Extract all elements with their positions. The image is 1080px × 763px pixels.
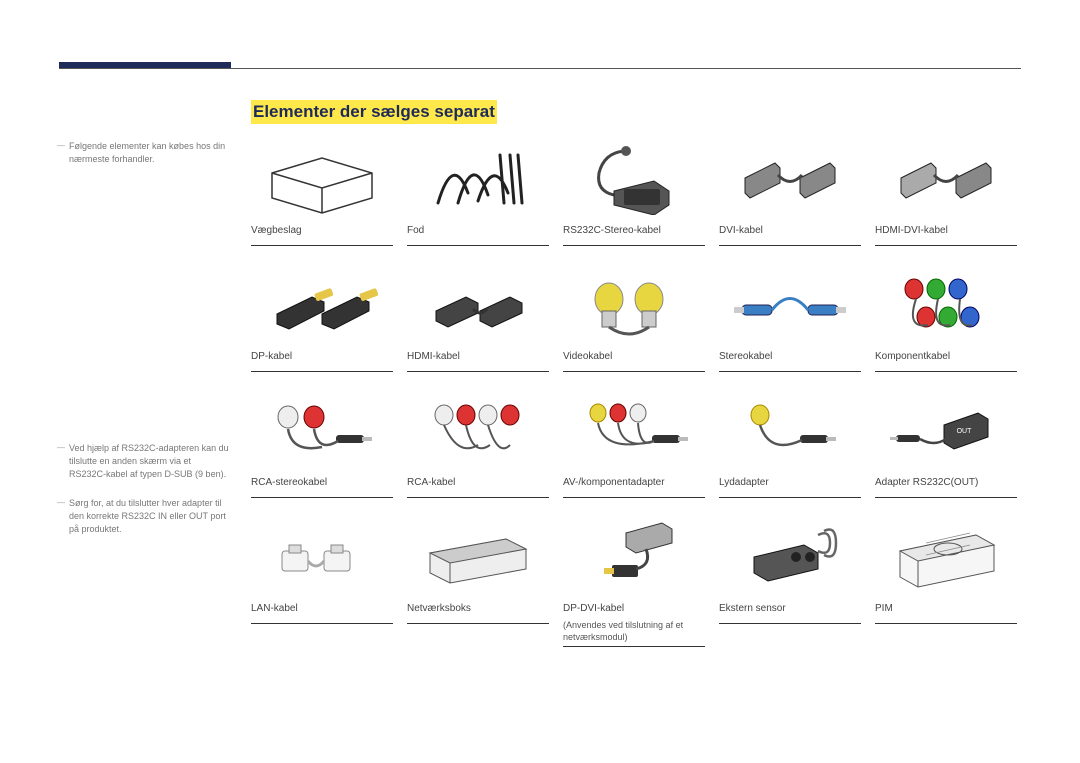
item-label: DVI-kabel <box>719 224 861 242</box>
item-sublabel: (Anvendes ved tilslutning af et netværks… <box>563 620 705 643</box>
grid-cell: Vægbeslag <box>251 140 393 246</box>
item-label: RCA-kabel <box>407 476 549 494</box>
item-label: Ekstern sensor <box>719 602 861 620</box>
component-icon <box>875 266 1017 344</box>
grid-cell: Komponentkabel <box>875 266 1017 372</box>
lan-icon <box>251 518 393 596</box>
item-label: Stereokabel <box>719 350 861 368</box>
cell-divider <box>251 497 393 498</box>
grid-row: Vægbeslag Fod RS232C-Stereo-kabel DVI-kabel… <box>251 140 1021 246</box>
rs232c-icon <box>563 140 705 218</box>
header-divider <box>59 68 1021 69</box>
sidebar-notes: Følgende elementer kan købes hos din nær… <box>59 140 229 552</box>
item-label: DP-DVI-kabel <box>563 602 705 620</box>
item-label: RS232C-Stereo-kabel <box>563 224 705 242</box>
grid-cell: RCA-kabel <box>407 392 549 498</box>
rca-icon <box>407 392 549 470</box>
hdmi-icon <box>407 266 549 344</box>
wallmount-icon <box>251 140 393 218</box>
cell-divider <box>719 371 861 372</box>
cell-divider <box>563 646 705 647</box>
cell-divider <box>563 245 705 246</box>
cell-divider <box>719 497 861 498</box>
note-1: Følgende elementer kan købes hos din nær… <box>59 140 229 166</box>
grid-cell: Videokabel <box>563 266 705 372</box>
netbox-icon <box>407 518 549 596</box>
stereo-icon <box>719 266 861 344</box>
item-label: LAN-kabel <box>251 602 393 620</box>
stand-icon <box>407 140 549 218</box>
grid-row: LAN-kabel Netværksboks DP-DVI-kabel(Anvend… <box>251 518 1021 647</box>
item-label: Videokabel <box>563 350 705 368</box>
grid-cell: AV-/komponentadapter <box>563 392 705 498</box>
cell-divider <box>563 371 705 372</box>
rcastereo-icon <box>251 392 393 470</box>
cell-divider <box>875 371 1017 372</box>
page-title: Elementer der sælges separat <box>251 100 497 124</box>
grid-cell: DP-kabel <box>251 266 393 372</box>
dp-icon <box>251 266 393 344</box>
grid-cell: Fod <box>407 140 549 246</box>
grid-cell: RCA-stereokabel <box>251 392 393 498</box>
cell-divider <box>875 245 1017 246</box>
cell-divider <box>251 245 393 246</box>
note-3: Sørg for, at du tilslutter hver adapter … <box>59 497 229 536</box>
item-label: Komponentkabel <box>875 350 1017 368</box>
cell-divider <box>719 623 861 624</box>
grid-cell: LAN-kabel <box>251 518 393 647</box>
item-label: HDMI-DVI-kabel <box>875 224 1017 242</box>
grid-cell: HDMI-kabel <box>407 266 549 372</box>
grid-row: RCA-stereokabel RCA-kabel AV-/komponentada… <box>251 392 1021 498</box>
hdmidvi-icon <box>875 140 1017 218</box>
grid-cell: PIM <box>875 518 1017 647</box>
grid-cell: DP-DVI-kabel(Anvendes ved tilslutning af… <box>563 518 705 647</box>
cell-divider <box>407 245 549 246</box>
item-label: RCA-stereokabel <box>251 476 393 494</box>
cell-divider <box>719 245 861 246</box>
grid-cell: Netværksboks <box>407 518 549 647</box>
rs232out-icon <box>875 392 1017 470</box>
grid-row: DP-kabel HDMI-kabel Videokabel Stereokabel K… <box>251 266 1021 372</box>
grid-cell: RS232C-Stereo-kabel <box>563 140 705 246</box>
pim-icon <box>875 518 1017 596</box>
cell-divider <box>251 371 393 372</box>
item-label: DP-kabel <box>251 350 393 368</box>
grid-cell: Ekstern sensor <box>719 518 861 647</box>
dvi-icon <box>719 140 861 218</box>
item-label: HDMI-kabel <box>407 350 549 368</box>
cell-divider <box>875 623 1017 624</box>
grid-cell: DVI-kabel <box>719 140 861 246</box>
cell-divider <box>407 371 549 372</box>
extsensor-icon <box>719 518 861 596</box>
item-label: Lydadapter <box>719 476 861 494</box>
note-2: Ved hjælp af RS232C-adapteren kan du til… <box>59 442 229 481</box>
items-grid: Vægbeslag Fod RS232C-Stereo-kabel DVI-kabel… <box>251 140 1021 667</box>
item-label: PIM <box>875 602 1017 620</box>
grid-cell: Stereokabel <box>719 266 861 372</box>
cell-divider <box>407 623 549 624</box>
item-label: Netværksboks <box>407 602 549 620</box>
item-label: AV-/komponentadapter <box>563 476 705 494</box>
audioadapt-icon <box>719 392 861 470</box>
item-label: Adapter RS232C(OUT) <box>875 476 1017 494</box>
cell-divider <box>563 497 705 498</box>
item-label: Fod <box>407 224 549 242</box>
avcomp-icon <box>563 392 705 470</box>
cell-divider <box>251 623 393 624</box>
grid-cell: Lydadapter <box>719 392 861 498</box>
cell-divider <box>407 497 549 498</box>
grid-cell: Adapter RS232C(OUT) <box>875 392 1017 498</box>
dpdvi-icon <box>563 518 705 596</box>
item-label: Vægbeslag <box>251 224 393 242</box>
cell-divider <box>875 497 1017 498</box>
grid-cell: HDMI-DVI-kabel <box>875 140 1017 246</box>
video-icon <box>563 266 705 344</box>
